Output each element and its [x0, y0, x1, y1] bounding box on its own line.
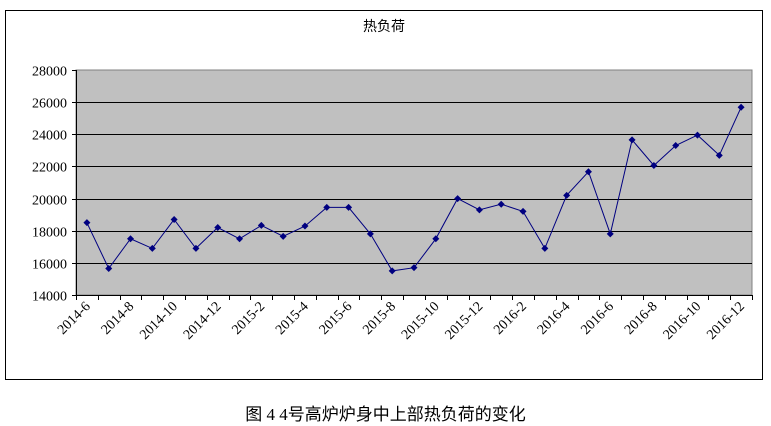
data-point	[410, 264, 418, 272]
data-point	[192, 244, 200, 252]
data-point	[519, 207, 527, 215]
data-point	[170, 215, 178, 223]
data-point	[345, 203, 353, 211]
data-point	[737, 103, 745, 111]
y-tick-label: 20000	[32, 194, 67, 209]
y-tick-label: 18000	[32, 226, 67, 241]
data-point	[672, 142, 680, 150]
data-point	[606, 230, 614, 238]
data-point	[454, 195, 462, 203]
figure-caption: 图 4 4号高炉炉身中上部热负荷的变化	[245, 405, 526, 424]
data-point	[301, 222, 309, 230]
data-point	[105, 264, 113, 272]
data-point	[693, 131, 701, 139]
data-point	[148, 244, 156, 252]
data-point	[628, 136, 636, 144]
y-tick-label: 28000	[32, 65, 67, 80]
y-tick-label: 24000	[32, 129, 67, 144]
data-point	[584, 168, 592, 176]
data-point	[497, 200, 505, 208]
data-point	[475, 206, 483, 214]
data-point	[214, 224, 222, 231]
data-point	[541, 244, 549, 252]
y-tick-label: 26000	[32, 97, 67, 112]
data-point	[257, 221, 265, 229]
data-point	[83, 219, 91, 227]
chart-title: 热负荷	[363, 19, 405, 35]
data-point	[366, 230, 374, 238]
data-point	[388, 267, 396, 275]
y-tick-label: 16000	[32, 258, 67, 273]
data-point	[236, 235, 244, 243]
data-point	[650, 161, 658, 169]
y-tick-label: 14000	[32, 290, 67, 305]
data-point	[563, 191, 571, 199]
y-tick-label: 22000	[32, 161, 67, 176]
plot-area	[75, 69, 753, 296]
data-point	[432, 235, 440, 243]
data-point	[323, 203, 331, 211]
data-point	[127, 235, 135, 243]
data-point	[715, 151, 723, 159]
data-point	[279, 232, 287, 240]
